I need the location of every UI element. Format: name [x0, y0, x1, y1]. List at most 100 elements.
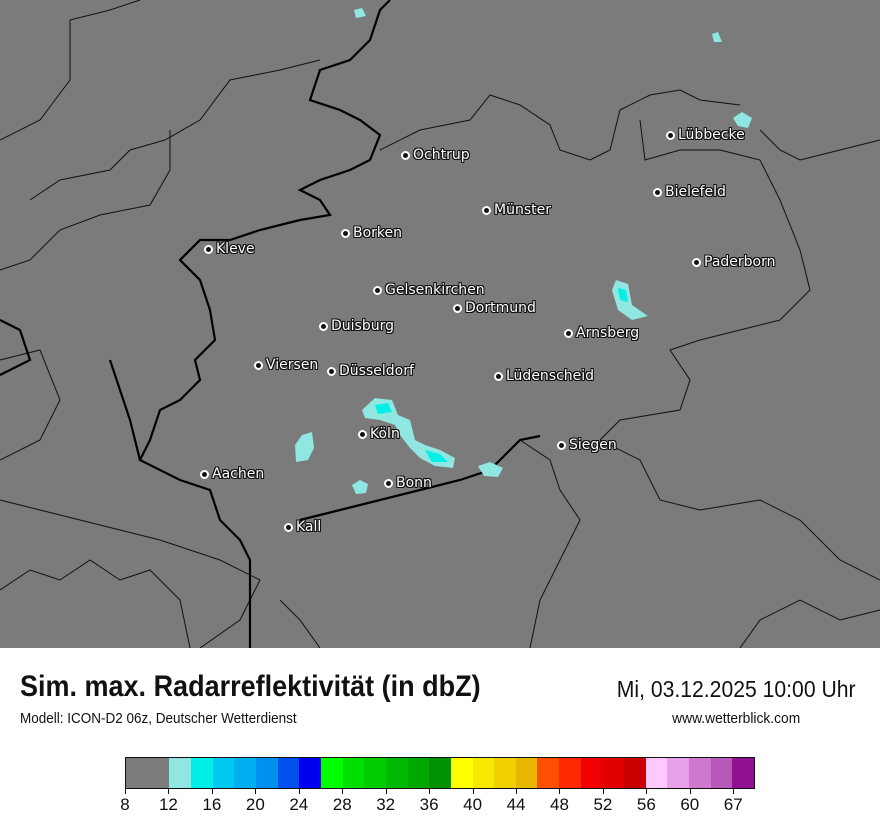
city-dot-icon — [401, 150, 410, 160]
legend-swatch — [624, 758, 646, 788]
region-border — [29, 59, 321, 201]
legend-swatch — [602, 758, 625, 788]
city-marker: Kall — [284, 519, 321, 535]
region-border — [279, 599, 321, 648]
legend-swatch — [212, 758, 235, 788]
map-borders — [0, 0, 880, 648]
city-marker: Düsseldorf — [327, 363, 414, 379]
city-label: Düsseldorf — [339, 363, 414, 379]
city-marker: Kleve — [204, 241, 255, 257]
city-dot-icon — [358, 429, 367, 439]
city-dot-icon — [557, 440, 566, 450]
legend-swatch — [407, 758, 430, 788]
legend-tick-label: 44 — [506, 795, 526, 814]
legend-swatch — [169, 758, 191, 788]
legend-tick-label: 20 — [245, 795, 265, 814]
city-marker: Borken — [341, 225, 402, 241]
city-marker: Dortmund — [453, 300, 536, 316]
color-legend — [125, 757, 755, 789]
legend-swatch — [234, 758, 256, 788]
region-border — [0, 349, 61, 461]
city-marker: Lübbecke — [666, 127, 745, 143]
city-marker: Ochtrup — [401, 147, 470, 163]
legend-tick — [255, 789, 257, 794]
model-info: Modell: ICON-D2 06z, Deutscher Wetterdie… — [20, 710, 297, 727]
state-border — [0, 319, 32, 376]
legend-swatch — [689, 758, 711, 788]
region-border — [519, 439, 581, 648]
city-marker: Bonn — [384, 475, 432, 491]
legend-swatch — [255, 758, 278, 788]
city-label: Dortmund — [465, 300, 536, 316]
city-marker: Münster — [482, 202, 551, 218]
legend-tick — [689, 789, 691, 794]
legend-tick-label: 28 — [332, 795, 352, 814]
region-border — [599, 439, 880, 581]
city-dot-icon — [204, 244, 213, 254]
precipitation-cells — [295, 8, 752, 494]
legend-tick — [602, 789, 604, 794]
state-border — [299, 434, 541, 522]
city-marker: Bielefeld — [653, 184, 726, 200]
legend-swatch — [320, 758, 343, 788]
city-dot-icon — [653, 187, 662, 197]
legend-swatch — [342, 758, 365, 788]
radar-map: Ochtrup Lübbecke Bielefeld Münster Borke… — [0, 0, 880, 648]
region-border — [0, 0, 141, 141]
city-dot-icon — [341, 228, 350, 238]
legend-swatch — [385, 758, 408, 788]
city-label: Borken — [353, 225, 403, 241]
legend-swatch — [559, 758, 581, 788]
city-dot-icon — [494, 371, 503, 381]
legend-tick — [472, 789, 474, 794]
city-marker: Köln — [358, 426, 400, 442]
legend-swatch — [645, 758, 668, 788]
region-border — [0, 499, 261, 648]
legend-tick-label: 56 — [636, 795, 656, 814]
city-marker: Duisburg — [319, 318, 394, 334]
city-marker: Siegen — [557, 437, 617, 453]
legend-tick-label: 36 — [419, 795, 439, 814]
legend-swatch — [472, 758, 495, 788]
city-label: Münster — [494, 202, 551, 218]
website-label: www.wetterblick.com — [671, 710, 800, 727]
city-label: Gelsenkirchen — [385, 282, 485, 298]
city-dot-icon — [692, 257, 701, 267]
legend-tick — [733, 789, 735, 794]
legend-swatch — [429, 758, 451, 788]
city-label: Kleve — [216, 241, 255, 257]
region-border — [759, 129, 880, 161]
region-border — [739, 599, 880, 648]
national-border — [138, 0, 391, 648]
city-label: Lübbecke — [678, 127, 745, 143]
city-dot-icon — [373, 285, 382, 295]
city-marker: Gelsenkirchen — [373, 282, 485, 298]
region-border — [0, 130, 171, 271]
legend-tick-label: 12 — [158, 795, 178, 814]
forecast-datetime: Mi, 03.12.2025 10:00 Uhr — [617, 676, 856, 702]
legend-swatch — [126, 758, 170, 788]
city-label: Ochtrup — [413, 147, 470, 163]
city-marker: Viersen — [254, 357, 318, 373]
city-dot-icon — [453, 303, 462, 313]
city-dot-icon — [666, 130, 675, 140]
city-label: Kall — [296, 519, 322, 535]
legend-tick — [342, 789, 344, 794]
city-label: Lüdenscheid — [506, 368, 595, 384]
city-label: Arnsberg — [576, 325, 640, 341]
legend-swatch — [710, 758, 733, 788]
city-label: Bonn — [396, 475, 432, 491]
city-label: Aachen — [212, 466, 265, 482]
legend-swatch — [364, 758, 386, 788]
city-label: Duisburg — [331, 318, 394, 334]
city-label: Köln — [370, 426, 400, 442]
legend-tick — [429, 789, 431, 794]
legend-tick-label: 24 — [289, 795, 309, 814]
legend-tick — [125, 789, 126, 794]
city-label: Bielefeld — [665, 184, 726, 200]
legend-tick-label: 16 — [202, 795, 222, 814]
city-dot-icon — [254, 360, 263, 370]
city-dot-icon — [482, 205, 491, 215]
legend-tick — [646, 789, 648, 794]
city-dot-icon — [327, 366, 336, 376]
